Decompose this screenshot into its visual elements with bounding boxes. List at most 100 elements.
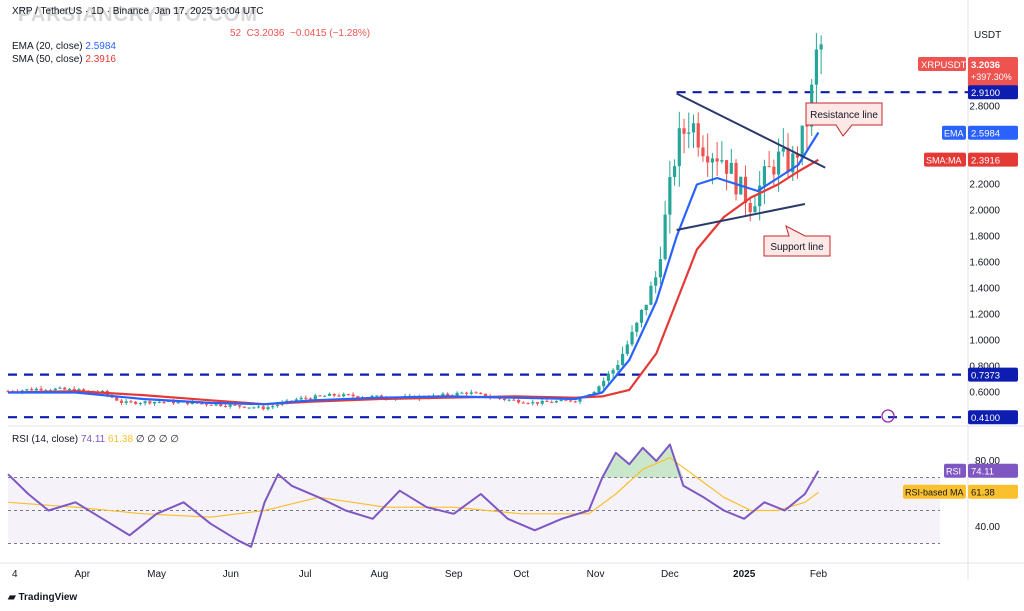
candle-body: [635, 322, 639, 332]
candle-body: [464, 392, 469, 394]
candle-body: [606, 373, 610, 381]
price-tick-label: 2.8000: [969, 102, 1000, 113]
sma-value-badge-bg: [968, 152, 1018, 167]
candle-body: [800, 125, 804, 158]
price-badge[interactable]: 3.2036: [971, 60, 1000, 71]
candle-body: [743, 176, 748, 203]
resistance-callout-text: Resistance line: [810, 110, 878, 121]
ema-name-badge[interactable]: EMA: [944, 129, 964, 139]
symbol-badge-bg: [918, 57, 966, 71]
candle-body: [516, 399, 521, 403]
currency-label[interactable]: USDT: [974, 30, 1002, 41]
rsi-extra-values: ∅ ∅ ∅ ∅: [135, 434, 179, 445]
candle-body: [25, 389, 29, 391]
candle-body: [502, 398, 506, 401]
lower-range-badge[interactable]: 0.4100: [971, 413, 1000, 424]
sma-legend-label[interactable]: SMA (50, close): [12, 54, 83, 65]
candle-body: [138, 403, 142, 405]
symbol-badge[interactable]: XRPUSDT: [921, 60, 967, 71]
candle-body: [644, 304, 648, 311]
support-callout-box: [763, 225, 831, 257]
candle-body: [219, 404, 223, 407]
candle-body: [720, 160, 724, 162]
rsi-name-badge-bg: [944, 463, 966, 478]
candle-body: [176, 401, 180, 404]
candle-body: [318, 395, 322, 397]
candle-body: [34, 388, 38, 391]
candle-body: [691, 123, 696, 133]
candle-body: [696, 123, 700, 148]
candle-body: [115, 397, 119, 401]
rsi-legend-label[interactable]: RSI (14, close): [12, 434, 79, 445]
candle-body: [238, 405, 242, 407]
support-callout-text: Support line: [770, 242, 824, 253]
candle-body: [729, 162, 733, 174]
candle-body: [256, 406, 261, 408]
candle-body: [819, 44, 823, 50]
candle-body: [332, 393, 336, 396]
candle-body: [186, 401, 190, 405]
candle-body: [247, 407, 251, 409]
candle-body: [460, 392, 464, 394]
candle-body: [30, 389, 34, 391]
candle-body: [649, 285, 653, 305]
candle-body: [275, 404, 280, 407]
symbol-title[interactable]: XRP / TetherUS · 1D · Binance: [12, 6, 149, 17]
candle-body: [157, 401, 161, 403]
candle-body: [308, 398, 313, 400]
sma-name-badge[interactable]: SMA:MA: [926, 156, 962, 166]
ema-name-badge-bg: [942, 125, 966, 140]
candle-body: [337, 395, 341, 397]
candle-body: [214, 404, 218, 406]
candle-body: [625, 344, 629, 354]
candle-body: [795, 153, 800, 158]
candle-body: [261, 406, 265, 410]
time-tick-label: May: [147, 569, 166, 580]
candle-body: [531, 402, 535, 404]
time-tick-label: Apr: [75, 569, 91, 580]
candle-body: [474, 392, 478, 394]
candle-body: [701, 147, 705, 157]
upper-range-badge[interactable]: 0.7373: [971, 371, 1000, 382]
support-callout[interactable]: Support line: [763, 225, 831, 257]
alert-icon[interactable]: [881, 409, 895, 423]
candle-body: [620, 353, 625, 365]
candle-body: [82, 389, 86, 391]
sma-value-badge[interactable]: 2.3916: [971, 156, 1000, 167]
candle-body: [370, 395, 374, 398]
candle-body: [710, 158, 715, 163]
ohlc-tail: 52: [230, 28, 242, 39]
time-tick-label: Nov: [587, 569, 605, 580]
rsi-ma-value-badge[interactable]: 61.38: [971, 488, 995, 499]
time-tick-label: Aug: [371, 569, 389, 580]
candle-body: [304, 397, 308, 399]
rsi-name-badge[interactable]: RSI: [946, 467, 961, 477]
resistance-badge[interactable]: 2.9100: [971, 88, 1000, 99]
ema-legend-label[interactable]: EMA (20, close): [12, 41, 83, 52]
upper-range-badge-bg: [968, 367, 1018, 382]
rsi-ma-name-badge[interactable]: RSI-based MA: [905, 488, 964, 498]
watermark-text: PARSIANCRYPTO.COM: [18, 4, 258, 26]
resistance-callout-box: [805, 102, 883, 137]
candle-body: [616, 364, 620, 370]
support-trendline[interactable]: [676, 203, 806, 231]
candle-body: [162, 401, 166, 403]
candle-body: [483, 393, 488, 397]
ema-value-badge[interactable]: 2.5984: [971, 129, 1000, 140]
candle-body: [554, 401, 558, 403]
candle-body: [271, 406, 275, 408]
candle-body: [805, 125, 809, 127]
candle-body: [346, 394, 350, 396]
time-tick-label: Jun: [223, 569, 239, 580]
rsi-legend-value: 74.11: [80, 434, 106, 445]
rsi-ma-legend-value: 61.38: [108, 434, 134, 445]
resistance-callout[interactable]: Resistance line: [805, 102, 883, 137]
candle-body: [327, 393, 332, 396]
close-value: 3.2036: [253, 28, 285, 39]
candle-body: [134, 401, 138, 404]
candle-body: [630, 331, 634, 345]
resistance-trendline[interactable]: [676, 92, 826, 169]
candle-body: [299, 397, 303, 400]
rsi-value-badge[interactable]: 74.11: [971, 467, 994, 478]
